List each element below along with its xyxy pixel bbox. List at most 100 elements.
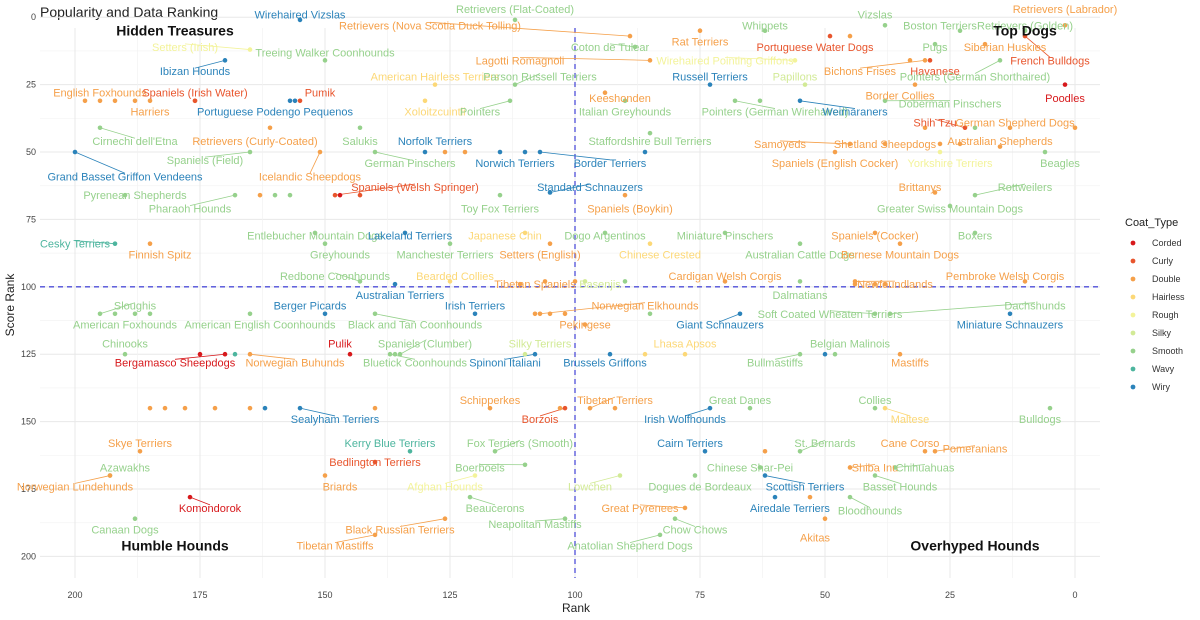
data-label: Tibetan Mastiffs bbox=[296, 541, 374, 553]
data-point bbox=[972, 192, 978, 198]
data-label: Spaniels (Cocker) bbox=[831, 231, 918, 243]
label-leader-line bbox=[849, 496, 871, 508]
data-label: Doberman Pinschers bbox=[899, 98, 1002, 110]
data-label: Spaniels (English Cocker) bbox=[772, 158, 899, 170]
data-point bbox=[1072, 125, 1078, 131]
data-point bbox=[297, 405, 303, 411]
data-point bbox=[522, 230, 528, 236]
data-label: Berger Picards bbox=[274, 301, 347, 313]
data-point bbox=[807, 494, 813, 500]
data-point bbox=[822, 351, 828, 357]
data-point bbox=[147, 405, 153, 411]
data-point bbox=[357, 125, 363, 131]
data-label: Parson Russell Terriers bbox=[483, 72, 597, 84]
y-tick-label: 25 bbox=[26, 80, 36, 90]
label-leader-line bbox=[99, 127, 136, 139]
data-point bbox=[112, 241, 118, 246]
data-label: German Pinschers bbox=[364, 158, 456, 170]
data-label: Portuguese Water Dogs bbox=[757, 42, 874, 54]
label-leader-line bbox=[974, 59, 1001, 74]
label-leader-line bbox=[639, 504, 686, 509]
label-leader-line bbox=[514, 73, 541, 85]
data-point bbox=[762, 448, 768, 454]
data-label: French Bulldogs bbox=[1010, 55, 1090, 67]
data-point bbox=[317, 149, 323, 155]
data-point bbox=[997, 144, 1003, 149]
data-label: Bulldogs bbox=[1019, 414, 1062, 426]
data-label: Basenjis bbox=[579, 279, 621, 291]
data-label: Giant Schnauzers bbox=[676, 320, 764, 332]
data-point bbox=[622, 192, 628, 198]
quadrant-label: Overhyped Hounds bbox=[910, 538, 1039, 554]
data-point bbox=[372, 149, 378, 155]
data-point bbox=[562, 516, 568, 521]
legend-swatch bbox=[1130, 240, 1136, 246]
x-tick-label: 0 bbox=[1072, 590, 1077, 600]
data-point bbox=[972, 230, 978, 236]
chart-title: Popularity and Data Ranking bbox=[40, 4, 218, 20]
data-point bbox=[827, 33, 833, 39]
data-label: Boston Terriers bbox=[903, 20, 977, 32]
data-point bbox=[582, 279, 588, 284]
label-leader-line bbox=[589, 396, 616, 409]
data-label: Silky Terriers bbox=[509, 338, 572, 350]
data-point bbox=[197, 351, 203, 357]
data-label: Vizslas bbox=[858, 10, 893, 22]
data-label: Pekingese bbox=[559, 320, 610, 332]
data-point bbox=[607, 351, 613, 357]
data-point bbox=[882, 281, 888, 287]
data-point bbox=[927, 58, 933, 63]
data-point bbox=[612, 405, 618, 411]
data-point bbox=[922, 58, 928, 63]
data-point bbox=[137, 448, 143, 454]
data-point bbox=[792, 58, 798, 63]
quadrant-label: Humble Hounds bbox=[121, 538, 229, 554]
y-tick-label: 175 bbox=[21, 484, 36, 494]
data-point bbox=[932, 448, 938, 454]
data-label: Miniature Pinschers bbox=[677, 231, 774, 243]
data-point bbox=[392, 281, 398, 287]
y-tick-label: 75 bbox=[26, 214, 36, 224]
label-leader-line bbox=[684, 407, 711, 417]
data-label: Shiba Inu bbox=[852, 462, 898, 474]
data-label: Pulik bbox=[328, 338, 352, 350]
label-leader-line bbox=[299, 407, 336, 417]
label-leader-line bbox=[609, 43, 636, 48]
data-label: Lagotti Romagnoli bbox=[476, 55, 565, 67]
data-point bbox=[657, 532, 663, 538]
data-point bbox=[322, 241, 328, 246]
label-leader-line bbox=[539, 302, 646, 315]
data-point bbox=[602, 230, 608, 236]
data-label: Spaniels (Boykin) bbox=[587, 204, 673, 216]
data-point bbox=[357, 192, 363, 198]
data-point bbox=[112, 98, 118, 104]
data-point bbox=[1062, 23, 1068, 28]
data-label: Norwich Terriers bbox=[475, 158, 555, 170]
data-point bbox=[937, 141, 943, 147]
data-point bbox=[247, 405, 253, 411]
data-label: Great Danes bbox=[709, 395, 772, 407]
x-tick-label: 25 bbox=[945, 590, 955, 600]
legend-entry: Smooth bbox=[1152, 346, 1183, 356]
data-point bbox=[232, 192, 238, 198]
data-point bbox=[532, 311, 538, 317]
label-leader-line bbox=[429, 21, 631, 37]
data-point bbox=[672, 516, 678, 521]
data-point bbox=[187, 494, 193, 500]
data-point bbox=[497, 149, 503, 155]
data-point bbox=[442, 149, 448, 155]
data-label: Schipperkes bbox=[460, 395, 521, 407]
data-point bbox=[442, 516, 448, 521]
data-label: Xoloitzcuintli bbox=[404, 107, 465, 119]
data-label: Australian Shepherds bbox=[947, 136, 1053, 148]
label-leader-line bbox=[519, 56, 651, 61]
label-leader-line bbox=[849, 464, 876, 468]
x-tick-label: 125 bbox=[442, 590, 457, 600]
x-tick-label: 200 bbox=[67, 590, 82, 600]
data-point bbox=[182, 405, 188, 411]
data-point bbox=[512, 82, 518, 87]
reference-lines bbox=[40, 28, 1100, 578]
data-point bbox=[467, 494, 473, 500]
data-point bbox=[912, 82, 918, 87]
data-label: Staffordshire Bull Terriers bbox=[588, 136, 712, 148]
